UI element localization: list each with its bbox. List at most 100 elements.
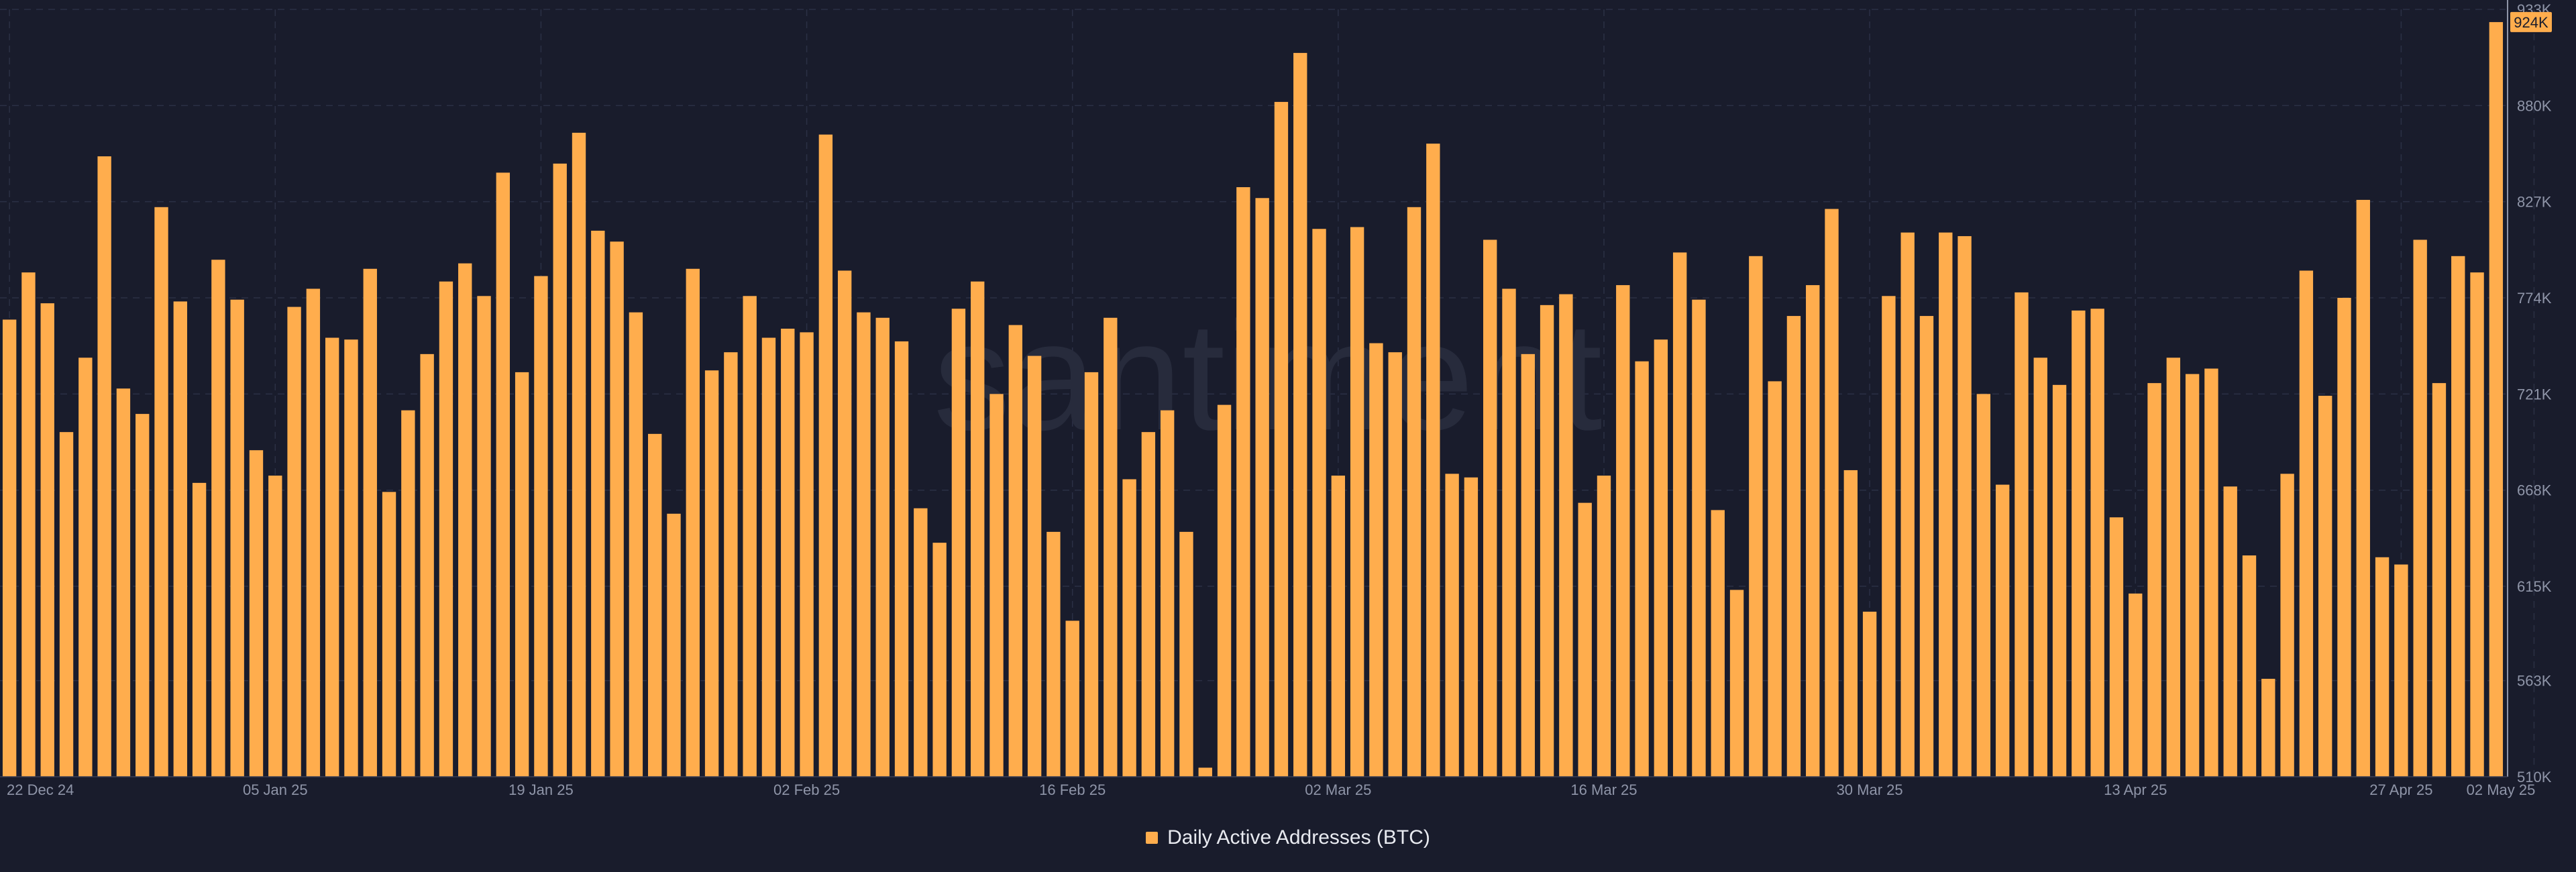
bar — [1445, 474, 1459, 777]
bar — [1786, 316, 1801, 777]
bar — [268, 476, 282, 777]
bar — [306, 288, 321, 777]
y-tick-label: 774K — [2517, 290, 2552, 307]
bar — [458, 263, 472, 777]
bar — [1464, 477, 1479, 777]
bar — [648, 433, 662, 777]
bar — [1407, 207, 1421, 777]
bar — [1729, 590, 1744, 777]
bar — [1597, 476, 1611, 777]
bar — [344, 339, 358, 777]
bar — [761, 337, 776, 777]
bar — [1027, 356, 1042, 777]
x-tick-label: 05 Jan 25 — [243, 781, 308, 798]
bar — [40, 303, 54, 777]
x-tick-label: 02 Feb 25 — [773, 781, 840, 798]
bar — [2375, 557, 2390, 777]
bar — [496, 172, 511, 777]
bar — [591, 230, 605, 777]
bar — [743, 296, 757, 777]
bar — [2223, 486, 2237, 777]
bar — [1331, 476, 1346, 777]
bar — [837, 270, 852, 777]
legend-label: Daily Active Addresses (BTC) — [1167, 826, 1430, 849]
bar — [1825, 209, 1839, 777]
bar — [2090, 309, 2104, 777]
bar — [553, 163, 567, 777]
bar — [2147, 383, 2161, 777]
bar — [989, 394, 1004, 777]
bar — [401, 410, 415, 777]
bar — [173, 301, 187, 777]
x-tick-label: 22 Dec 24 — [7, 781, 74, 798]
bar — [704, 370, 719, 777]
last-value-badge: 924K — [2510, 11, 2552, 32]
bar — [1179, 531, 1193, 777]
bar — [1578, 502, 1592, 777]
bar — [2451, 256, 2465, 777]
y-tick-label: 827K — [2517, 194, 2552, 211]
bar — [1559, 294, 1573, 777]
legend: Daily Active Addresses (BTC) — [0, 826, 2576, 849]
bar — [875, 317, 890, 777]
bar — [439, 281, 453, 777]
bar — [59, 432, 74, 777]
bar — [382, 492, 396, 777]
bar — [2299, 270, 2314, 777]
bar — [534, 276, 548, 777]
y-tick-label: 615K — [2517, 578, 2552, 595]
bar — [1502, 288, 1516, 777]
bar — [1141, 432, 1156, 777]
y-tick-label: 510K — [2517, 769, 2552, 785]
bar — [2318, 396, 2332, 777]
bar — [1768, 381, 1782, 777]
bar — [1483, 239, 1497, 777]
bar — [1939, 232, 1953, 777]
bar — [818, 134, 833, 777]
bar — [1198, 767, 1212, 777]
bar — [116, 388, 131, 777]
y-tick-label: 563K — [2517, 673, 2552, 690]
bar — [2015, 292, 2029, 777]
bar — [1293, 52, 1307, 777]
bar — [610, 241, 624, 777]
x-tick-label: 27 Apr 25 — [2369, 781, 2432, 798]
bar — [932, 543, 947, 777]
bar — [1843, 470, 1858, 777]
bar — [1274, 101, 1289, 777]
bar — [1882, 296, 1896, 777]
last-value-badge-box — [2510, 11, 2552, 32]
x-tick-label: 30 Mar 25 — [1837, 781, 1903, 798]
bar — [1046, 531, 1061, 777]
bar — [951, 309, 966, 777]
bar — [1957, 236, 1972, 777]
bar — [667, 513, 681, 777]
bar — [2280, 474, 2294, 777]
bar — [154, 207, 168, 777]
bar — [325, 337, 339, 777]
bar — [2413, 239, 2427, 777]
bar — [1236, 187, 1250, 777]
bar — [2489, 21, 2504, 777]
y-tick-label: 721K — [2517, 386, 2552, 402]
bar — [1521, 353, 1535, 777]
bar — [1862, 611, 1877, 777]
bar — [2072, 310, 2086, 777]
bar — [894, 341, 909, 777]
bar — [971, 281, 985, 777]
bar — [515, 372, 529, 777]
bar — [1369, 343, 1383, 777]
bar — [249, 450, 264, 777]
x-tick-label: 19 Jan 25 — [508, 781, 574, 798]
bar — [1312, 229, 1326, 777]
legend-swatch — [1146, 832, 1159, 844]
bar — [1976, 394, 1991, 777]
bar — [572, 132, 586, 777]
bar — [857, 312, 871, 777]
y-tick-label: 880K — [2517, 97, 2552, 114]
bar — [136, 414, 150, 777]
bar — [287, 307, 301, 777]
bar — [1065, 620, 1079, 777]
